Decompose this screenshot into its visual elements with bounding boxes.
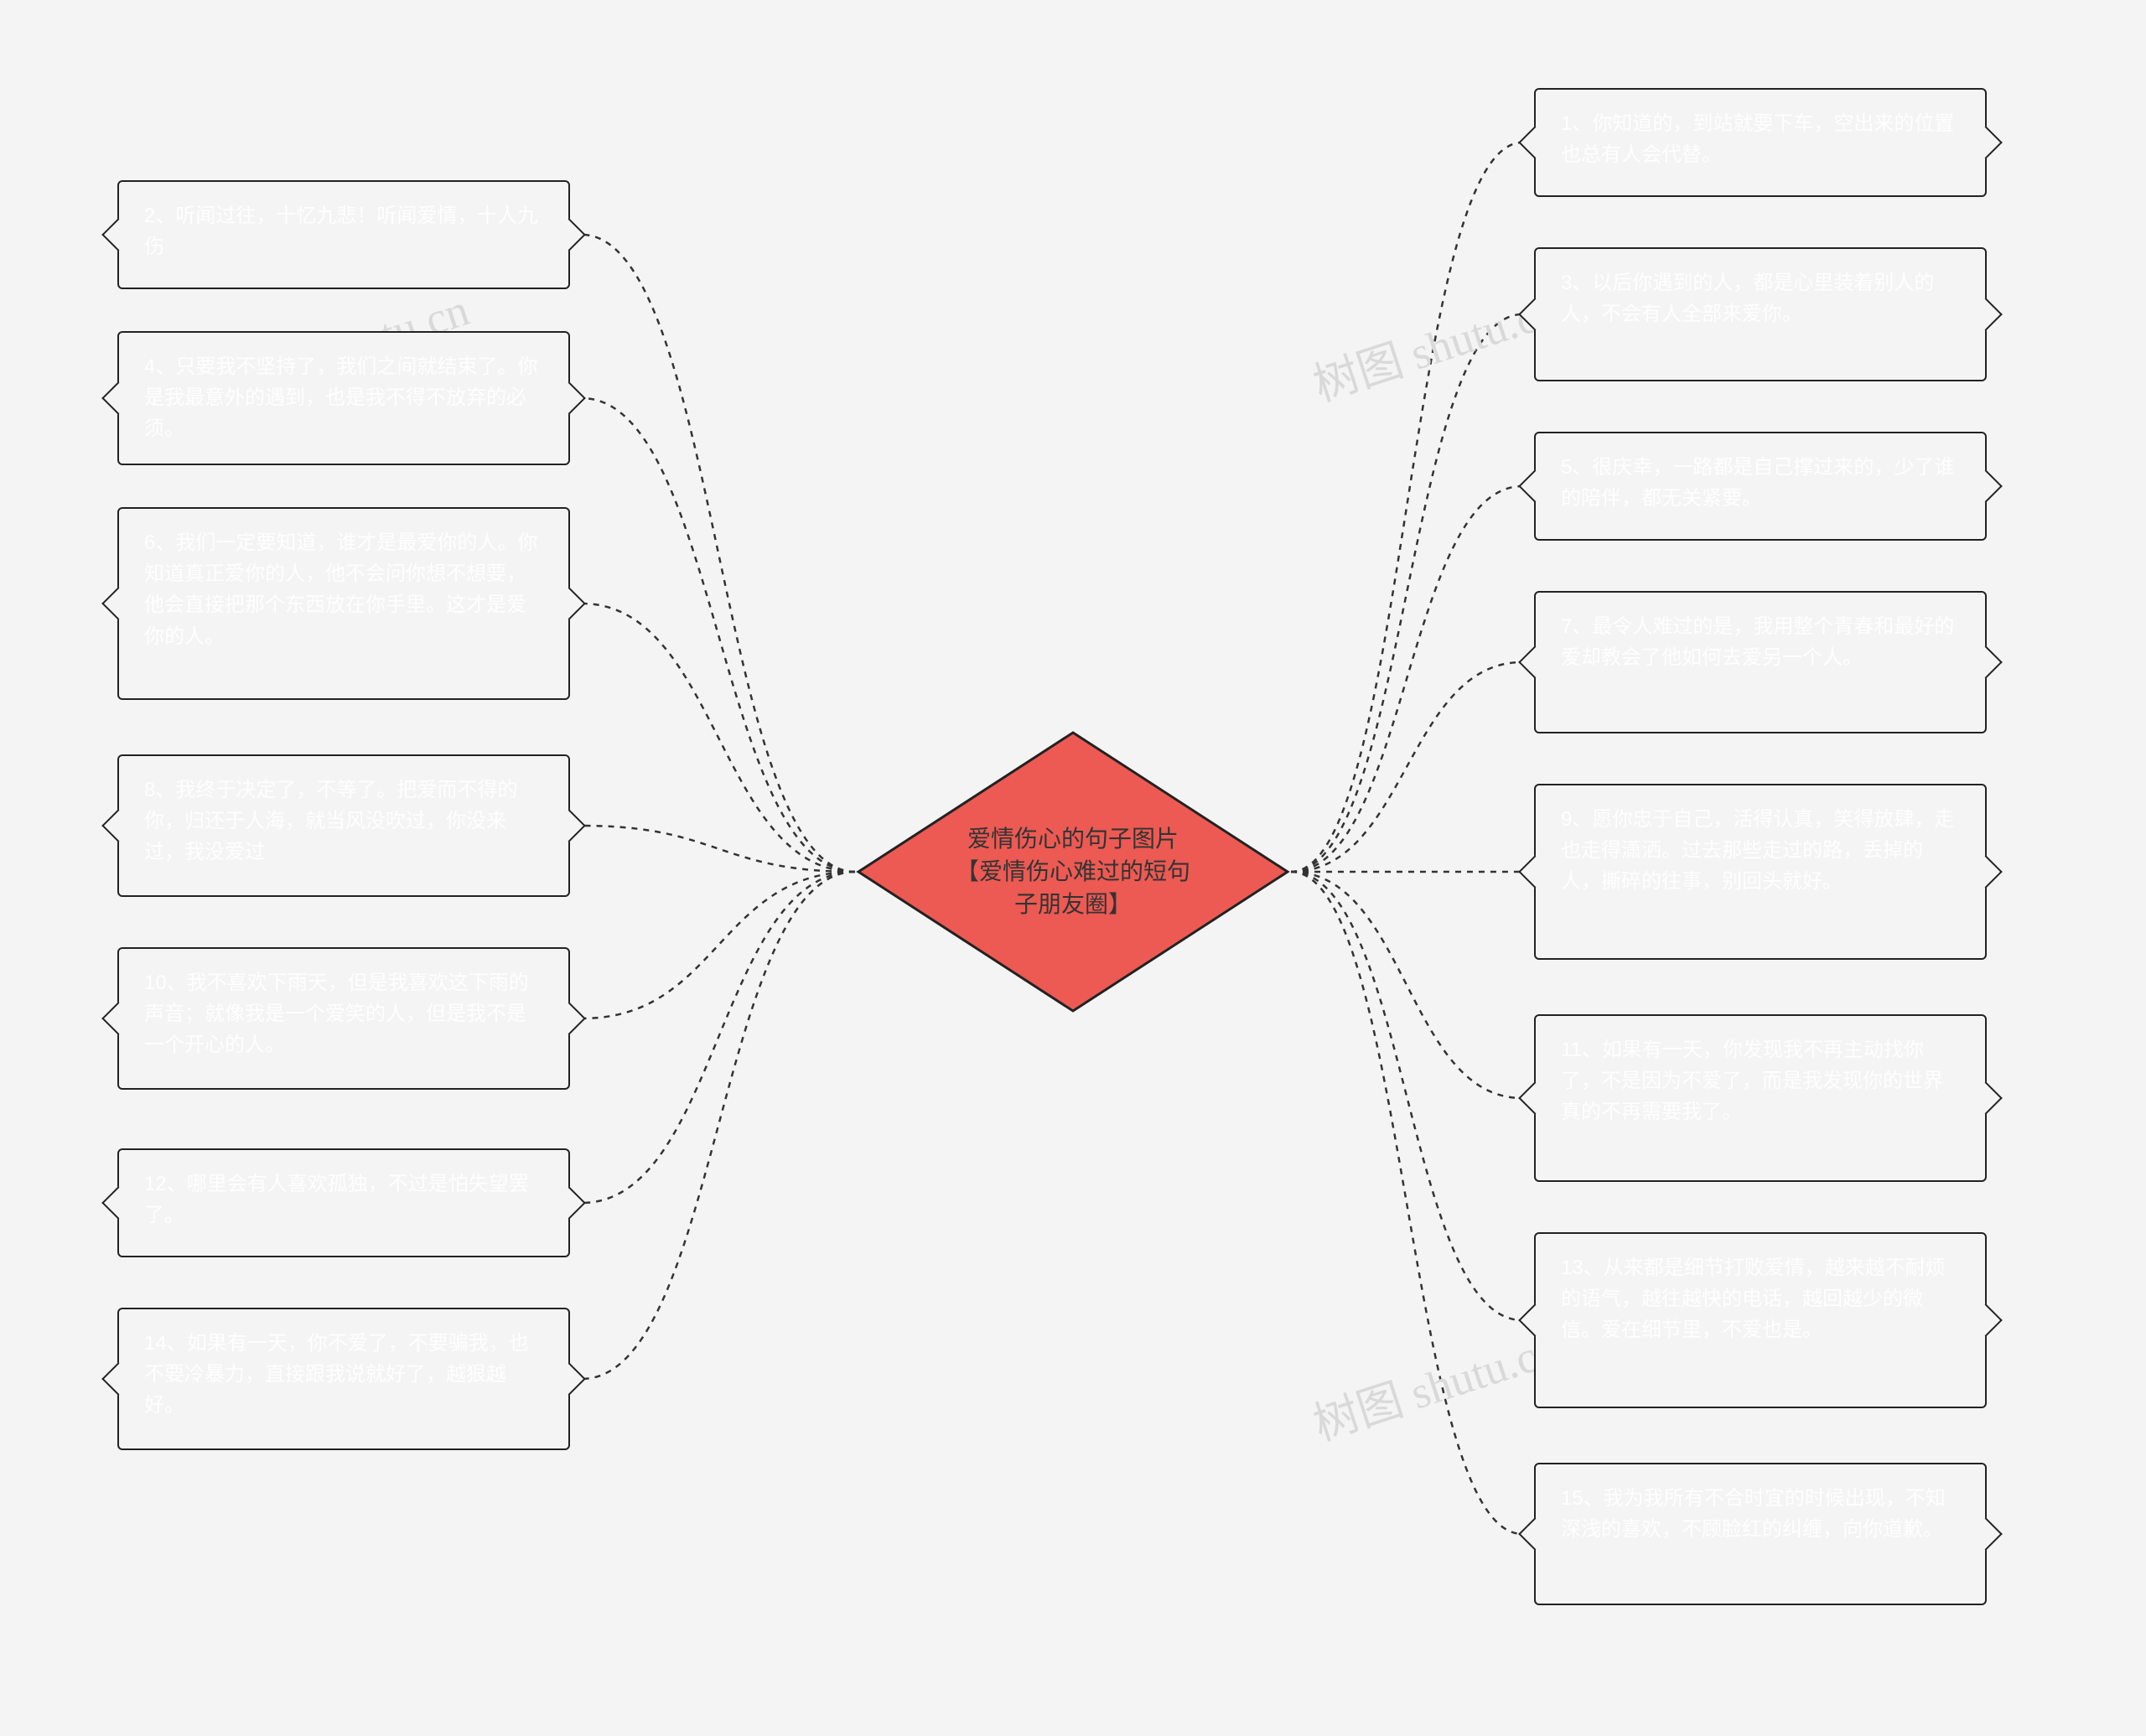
connector — [582, 235, 855, 872]
connector — [1291, 662, 1522, 872]
watermark: 树图 shutu.cn — [1304, 1312, 1566, 1454]
mindmap-node-text: 3、以后你遇到的人，都是心里装着别人的人，不会有人全部来爱你。 — [1561, 272, 1934, 325]
mindmap-node-text: 13、从来都是细节打败爱情，越来越不耐烦的语气，越往越快的电话，越回越少的微信。… — [1561, 1257, 1946, 1341]
mindmap-node-text: 11、如果有一天，你发现我不再主动找你了，不是因为不爱了，而是我发现你的世界真的… — [1561, 1039, 1943, 1123]
mindmap-node-text: 12、哪里会有人喜欢孤独，不过是怕失望罢了。 — [144, 1173, 529, 1226]
connector — [582, 872, 855, 1379]
mindmap-node: 2、听闻过往，十忆九悲！听闻爱情，十人九伤 — [117, 180, 570, 289]
mindmap-node: 10、我不喜欢下雨天，但是我喜欢这下雨的声音；就像我是一个爱笑的人，但是我不是一… — [117, 947, 570, 1090]
connector — [582, 398, 855, 872]
mindmap-node-text: 8、我终于决定了，不等了。把爱而不得的你，归还于人海，就当风没吹过，你没来过，我… — [144, 779, 517, 863]
mindmap-node: 3、以后你遇到的人，都是心里装着别人的人，不会有人全部来爱你。 — [1534, 247, 1987, 381]
mindmap-node-text: 10、我不喜欢下雨天，但是我喜欢这下雨的声音；就像我是一个爱笑的人，但是我不是一… — [144, 972, 529, 1056]
connector — [1291, 872, 1522, 1534]
connector — [582, 872, 855, 1203]
mindmap-node-text: 14、如果有一天，你不爱了，不要骗我，也不要冷暴力，直接跟我说就好了，越狠越好。 — [144, 1332, 529, 1417]
mindmap-node-text: 4、只要我不坚持了，我们之间就结束了。你是我最意外的遇到，也是我不得不放弃的必须… — [144, 355, 537, 440]
mindmap-node: 14、如果有一天，你不爱了，不要骗我，也不要冷暴力，直接跟我说就好了，越狠越好。 — [117, 1308, 570, 1450]
mindmap-node: 9、愿你忠于自己，活得认真，笑得放肆，走也走得潇洒。过去那些走过的路，丢掉的人，… — [1534, 784, 1987, 960]
mindmap-node: 6、我们一定要知道，谁才是最爱你的人。你知道真正爱你的人，他不会问你想不想要，他… — [117, 507, 570, 700]
center-node-label: 爱情伤心的句子图片【爱情伤心难过的短句子朋友圈】 — [947, 822, 1199, 921]
connector — [582, 826, 855, 872]
connector — [582, 872, 855, 1018]
mindmap-node: 11、如果有一天，你发现我不再主动找你了，不是因为不爱了，而是我发现你的世界真的… — [1534, 1014, 1987, 1182]
mindmap-node: 15、我为我所有不合时宜的时候出现，不知深浅的喜欢，不顾脸红的纠缠，向你道歉。 — [1534, 1463, 1987, 1605]
mindmap-node-text: 15、我为我所有不合时宜的时候出现，不知深浅的喜欢，不顾脸红的纠缠，向你道歉。 — [1561, 1487, 1946, 1541]
connector — [582, 604, 855, 872]
diagram-canvas: 树图 shutu.cn树图 shutu.cn树图 shutu.cn树图 shut… — [0, 0, 2146, 1736]
mindmap-node: 8、我终于决定了，不等了。把爱而不得的你，归还于人海，就当风没吹过，你没来过，我… — [117, 754, 570, 897]
mindmap-node: 13、从来都是细节打败爱情，越来越不耐烦的语气，越往越快的电话，越回越少的微信。… — [1534, 1232, 1987, 1408]
connector — [1291, 486, 1522, 872]
connector — [1291, 872, 1522, 1098]
mindmap-node: 7、最令人难过的是，我用整个青春和最好的爱却教会了他如何去爱另一个人。 — [1534, 591, 1987, 733]
connector — [1291, 872, 1522, 1320]
connector — [1291, 143, 1522, 872]
center-node: 爱情伤心的句子图片【爱情伤心难过的短句子朋友圈】 — [855, 729, 1291, 1014]
mindmap-node-text: 9、愿你忠于自己，活得认真，笑得放肆，走也走得潇洒。过去那些走过的路，丢掉的人，… — [1561, 808, 1954, 893]
connector — [1291, 314, 1522, 872]
mindmap-node: 1、你知道的，到站就要下车，空出来的位置也总有人会代替。 — [1534, 88, 1987, 197]
mindmap-node: 12、哪里会有人喜欢孤独，不过是怕失望罢了。 — [117, 1148, 570, 1257]
mindmap-node-text: 1、你知道的，到站就要下车，空出来的位置也总有人会代替。 — [1561, 112, 1954, 166]
watermark: 树图 shutu.cn — [1304, 272, 1566, 414]
mindmap-node: 4、只要我不坚持了，我们之间就结束了。你是我最意外的遇到，也是我不得不放弃的必须… — [117, 331, 570, 465]
mindmap-node: 5、很庆幸，一路都是自己撑过来的，少了谁的陪伴，都无关紧要。 — [1534, 432, 1987, 541]
mindmap-node-text: 7、最令人难过的是，我用整个青春和最好的爱却教会了他如何去爱另一个人。 — [1561, 615, 1954, 669]
mindmap-node-text: 5、很庆幸，一路都是自己撑过来的，少了谁的陪伴，都无关紧要。 — [1561, 456, 1954, 510]
mindmap-node-text: 2、听闻过往，十忆九悲！听闻爱情，十人九伤 — [144, 205, 537, 258]
mindmap-node-text: 6、我们一定要知道，谁才是最爱你的人。你知道真正爱你的人，他不会问你想不想要，他… — [144, 531, 537, 648]
